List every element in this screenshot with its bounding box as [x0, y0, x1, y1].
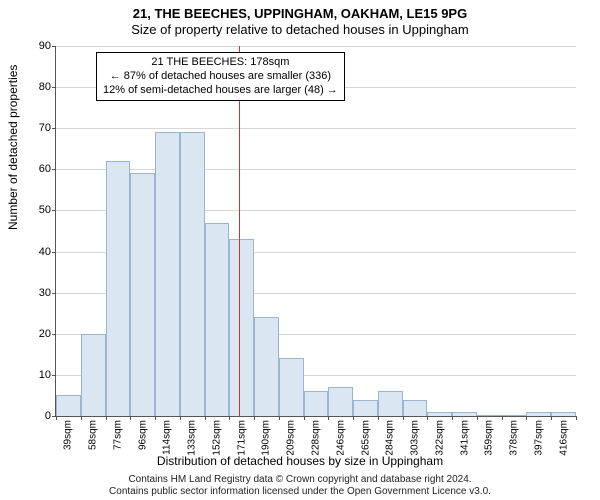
ytick-label: 0: [45, 410, 56, 422]
xtick-label: 378sqm: [509, 416, 520, 456]
xtick-mark: [353, 416, 354, 420]
gridline-h: [56, 128, 576, 129]
ytick-label: 10: [39, 369, 56, 381]
ytick-label: 90: [39, 40, 56, 52]
histogram-bar: [304, 391, 329, 416]
xtick-label: 265sqm: [360, 416, 371, 456]
x-axis-label: Distribution of detached houses by size …: [0, 454, 600, 468]
xtick-mark: [526, 416, 527, 420]
xtick-mark: [502, 416, 503, 420]
xtick-mark: [403, 416, 404, 420]
annotation-box: 21 THE BEECHES: 178sqm← 87% of detached …: [96, 52, 345, 101]
xtick-label: 114sqm: [162, 416, 173, 455]
xtick-label: 209sqm: [286, 416, 297, 456]
xtick-mark: [576, 416, 577, 420]
ytick-label: 80: [39, 81, 56, 93]
ytick-label: 30: [39, 287, 56, 299]
xtick-label: 416sqm: [558, 416, 569, 456]
footer-line: Contains HM Land Registry data © Crown c…: [0, 474, 600, 486]
gridline-h: [56, 169, 576, 170]
xtick-mark: [551, 416, 552, 420]
ytick-label: 20: [39, 328, 56, 340]
chart-title: 21, THE BEECHES, UPPINGHAM, OAKHAM, LE15…: [0, 6, 600, 21]
xtick-mark: [477, 416, 478, 420]
histogram-bar: [254, 317, 279, 416]
xtick-label: 322sqm: [434, 416, 445, 456]
xtick-mark: [155, 416, 156, 420]
histogram-bar: [403, 400, 428, 416]
xtick-mark: [205, 416, 206, 420]
xtick-label: 190sqm: [261, 416, 272, 456]
plot-area: 010203040506070809039sqm58sqm77sqm96sqm1…: [55, 46, 576, 417]
histogram-bar: [279, 358, 304, 416]
xtick-mark: [180, 416, 181, 420]
histogram-bar: [328, 387, 353, 416]
xtick-mark: [106, 416, 107, 420]
xtick-mark: [254, 416, 255, 420]
histogram-bar: [180, 132, 205, 416]
xtick-mark: [452, 416, 453, 420]
xtick-label: 303sqm: [410, 416, 421, 456]
xtick-label: 152sqm: [211, 416, 222, 456]
gridline-h: [56, 46, 576, 47]
xtick-mark: [279, 416, 280, 420]
annotation-line: ← 87% of detached houses are smaller (33…: [103, 70, 338, 84]
xtick-label: 77sqm: [112, 416, 123, 450]
title-block: 21, THE BEECHES, UPPINGHAM, OAKHAM, LE15…: [0, 0, 600, 37]
histogram-bar: [81, 334, 106, 416]
xtick-mark: [328, 416, 329, 420]
xtick-mark: [229, 416, 230, 420]
xtick-mark: [378, 416, 379, 420]
footer-line: Contains public sector information licen…: [0, 486, 600, 498]
xtick-label: 58sqm: [88, 416, 99, 450]
annotation-line: 21 THE BEECHES: 178sqm: [103, 56, 338, 70]
histogram-bar: [229, 239, 254, 416]
xtick-mark: [427, 416, 428, 420]
histogram-bar: [130, 173, 155, 416]
xtick-label: 341sqm: [459, 416, 470, 456]
xtick-label: 39sqm: [63, 416, 74, 450]
histogram-bar: [106, 161, 131, 416]
xtick-label: 397sqm: [533, 416, 544, 456]
ytick-label: 70: [39, 122, 56, 134]
xtick-label: 96sqm: [137, 416, 148, 450]
histogram-bar: [353, 400, 378, 416]
footer-attribution: Contains HM Land Registry data © Crown c…: [0, 474, 600, 498]
xtick-label: 246sqm: [335, 416, 346, 456]
chart-container: 21, THE BEECHES, UPPINGHAM, OAKHAM, LE15…: [0, 0, 600, 500]
xtick-label: 171sqm: [236, 416, 247, 456]
histogram-bar: [56, 395, 81, 416]
xtick-mark: [304, 416, 305, 420]
chart-subtitle: Size of property relative to detached ho…: [0, 22, 600, 37]
xtick-mark: [81, 416, 82, 420]
y-axis-label: Number of detached properties: [6, 65, 20, 230]
ytick-label: 60: [39, 163, 56, 175]
xtick-label: 228sqm: [311, 416, 322, 456]
annotation-line: 12% of semi-detached houses are larger (…: [103, 84, 338, 98]
ytick-label: 50: [39, 204, 56, 216]
xtick-mark: [130, 416, 131, 420]
histogram-bar: [205, 223, 230, 416]
reference-line: [239, 46, 240, 416]
xtick-mark: [56, 416, 57, 420]
histogram-bar: [378, 391, 403, 416]
xtick-label: 284sqm: [385, 416, 396, 456]
histogram-bar: [155, 132, 180, 416]
xtick-label: 133sqm: [187, 416, 198, 456]
xtick-label: 359sqm: [484, 416, 495, 456]
ytick-label: 40: [39, 246, 56, 258]
